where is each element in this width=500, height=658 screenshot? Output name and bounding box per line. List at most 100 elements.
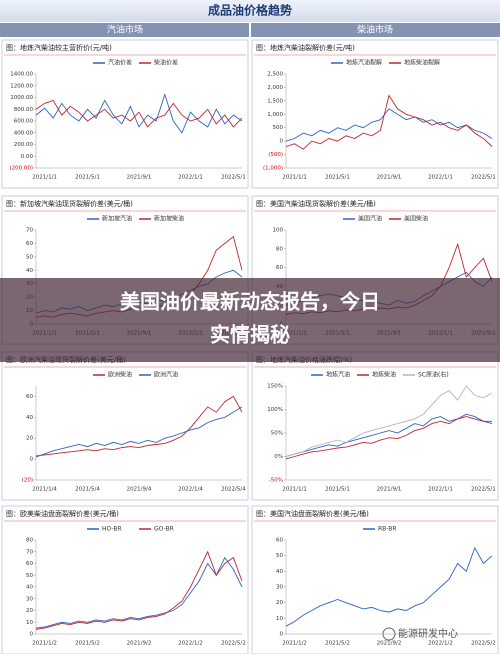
legend-label: 地炼汽油裂解: [346, 59, 382, 67]
header-title: 成品油价格趋势: [208, 3, 292, 18]
y-tick-label: 50: [26, 573, 33, 579]
x-tick-label: 2022/1/1: [178, 175, 203, 181]
watermark-icon: [382, 627, 396, 641]
y-tick-label: 20: [26, 608, 33, 614]
y-tick-label: 0: [280, 632, 284, 638]
y-tick-label: 0: [30, 457, 34, 463]
y-tick-label: 70: [26, 228, 33, 234]
x-tick-label: 2021/1/2: [32, 641, 57, 647]
y-tick-label: 50: [26, 254, 33, 260]
y-tick-label: 0.00: [21, 154, 34, 160]
series-line: [35, 556, 243, 629]
x-tick-label: 2022/5/1: [221, 175, 246, 181]
y-tick-label: 60: [26, 241, 33, 247]
series-line: [35, 99, 243, 128]
y-tick-label: 0: [280, 139, 284, 145]
y-tick-label: 2,000: [267, 85, 283, 91]
legend-label: 汽油价差: [108, 59, 132, 67]
series-line: [285, 546, 493, 627]
y-tick-label: 800.00: [14, 107, 34, 113]
charts: 图：地炼汽柴油较主营折价(元/吨)汽油价差 柴油价差(200.00)0.00200…: [1, 39, 499, 655]
x-tick-label: 2022/5/2: [221, 641, 246, 647]
x-tick-label: 2021/1/4: [32, 487, 57, 493]
legend-label: 美国柴油: [404, 215, 428, 223]
x-tick-label: 2022/5/2: [471, 641, 496, 647]
x-tick-label: 2021/5/1: [325, 175, 350, 181]
x-tick-label: 2021/5/2: [75, 641, 100, 647]
x-tick-label: 2022/1/2: [428, 641, 453, 647]
x-tick-label: 2021/9/1: [377, 175, 402, 181]
x-tick-label: 2022/5/1: [471, 175, 496, 181]
y-tick-label: 150%: [267, 384, 283, 390]
y-tick-label: 1,500: [267, 98, 283, 104]
chart-title: 图：美国汽柴油现货裂解价差(美元/桶): [256, 199, 376, 208]
x-tick-label: 2022/1/1: [428, 175, 453, 181]
panel: [1, 505, 249, 655]
y-tick-label: 100%: [267, 407, 283, 413]
y-tick-label: 10: [276, 616, 283, 622]
x-tick-label: 2022/1/2: [178, 641, 203, 647]
section-bar: [251, 23, 500, 37]
x-tick-label: 2021/1/2: [282, 641, 307, 647]
x-tick-label: 2021/1/1: [282, 175, 307, 181]
y-tick-label: 1400.00: [10, 72, 33, 78]
y-tick-label: (200.00): [9, 166, 33, 172]
x-tick-label: 2021/5/1: [325, 487, 350, 493]
legend-label: 地炼柴油裂解: [404, 59, 440, 67]
y-tick-label: 20: [276, 600, 283, 606]
x-tick-label: 2021/1/1: [282, 487, 307, 493]
legend-label: 欧洲柴油: [108, 371, 132, 379]
series-line: [35, 395, 243, 457]
y-tick-label: 1000.00: [10, 95, 33, 101]
series-line: [285, 108, 493, 142]
legend-label: 欧洲汽油: [154, 371, 178, 379]
y-tick-label: 30: [276, 585, 283, 591]
y-tick-label: 70: [26, 549, 33, 555]
y-tick-label: 1200.00: [10, 83, 33, 89]
x-tick-label: 2022/5/1: [471, 487, 496, 493]
y-tick-label: 20: [26, 436, 33, 442]
x-tick-label: 2021/9/1: [377, 487, 402, 493]
legend-label: GO-BR: [154, 526, 174, 533]
panel: [1, 351, 249, 501]
headline-band: [0, 278, 500, 362]
y-tick-label: 60: [26, 561, 33, 567]
legend-label: 新加坡汽油: [102, 215, 132, 223]
y-tick-label: 600.00: [14, 119, 34, 125]
y-tick-label: (1,000): [263, 166, 283, 172]
legend-label: 地炼柴油: [372, 371, 396, 379]
series-line: [35, 550, 243, 630]
legend-label: 柴油价差: [154, 59, 178, 67]
x-tick-label: 2021/5/1: [75, 175, 100, 181]
y-tick-label: 400.00: [14, 130, 34, 136]
section-title: 柴油市场: [357, 24, 393, 36]
legend-label: SC原油(右): [418, 371, 449, 379]
panel: [251, 351, 499, 501]
y-tick-label: 500: [273, 125, 284, 131]
y-tick-label: 40: [26, 585, 33, 591]
y-tick-label: 50: [276, 553, 283, 559]
legend-label: 地炼汽油: [326, 371, 350, 379]
panel: [251, 505, 499, 655]
y-tick-label: (500): [268, 152, 283, 158]
y-tick-label: 40: [26, 415, 33, 421]
x-tick-label: 2022/1/1: [428, 487, 453, 493]
chart-title: 图：新加坡汽柴油现货裂解价差(美元/桶): [6, 199, 133, 208]
panel: [251, 39, 499, 189]
y-tick-label: (20): [22, 478, 33, 484]
x-tick-label: 2021/1/1: [32, 175, 57, 181]
y-tick-label: 50%: [271, 431, 283, 437]
chart-title: 图：美国汽油盘面裂解价差(美元/桶): [256, 509, 369, 518]
y-tick-label: 0%: [274, 454, 283, 460]
series-line: [285, 94, 493, 150]
series-line: [285, 416, 492, 460]
y-tick-label: 30: [26, 596, 33, 602]
y-tick-label: 60: [276, 538, 283, 544]
header-bar: [0, 0, 500, 22]
y-tick-label: 1,000: [267, 112, 283, 118]
y-tick-label: 60: [26, 394, 33, 400]
chart-title: 图：欧美柴油盘面裂解价差(美元/桶): [6, 509, 119, 518]
chart-title: 图：地炼汽柴油裂解价差(元/吨): [256, 43, 355, 52]
y-tick-label: 200.00: [14, 142, 34, 148]
